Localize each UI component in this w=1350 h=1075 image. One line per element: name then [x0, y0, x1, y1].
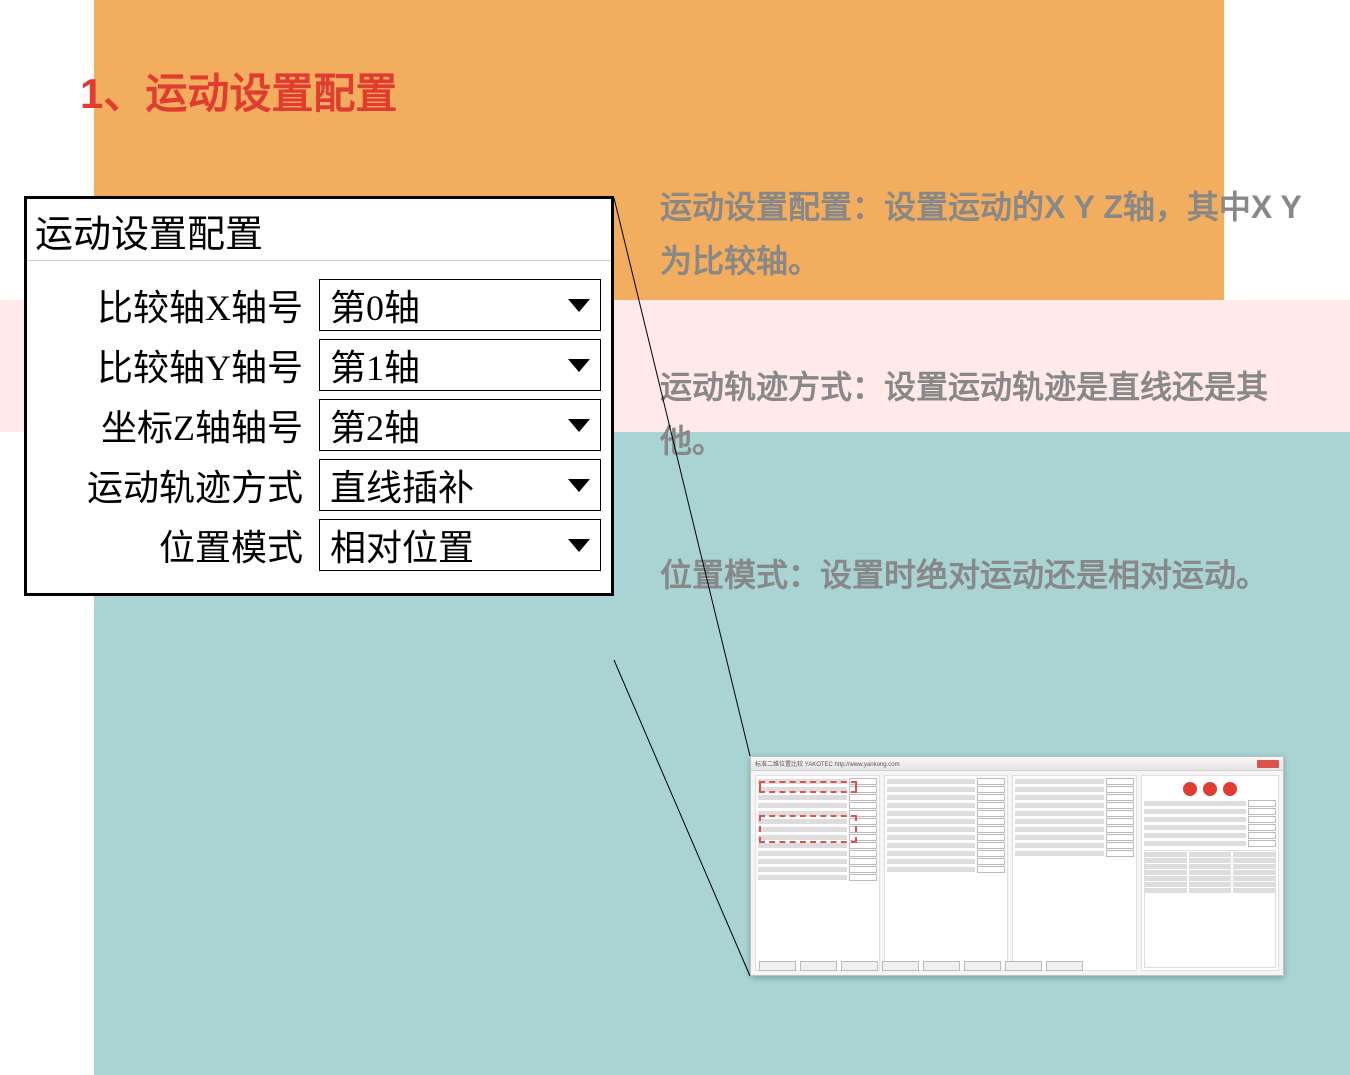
thumb-button — [1046, 961, 1083, 971]
thumb-button — [841, 961, 878, 971]
thumb-title: 标准二维位置比较 YAKOTEC http://www.yankong.com — [755, 759, 900, 768]
desc-config: 运动设置配置：设置运动的X Y Z轴，其中X Y为比较轴。 — [660, 180, 1312, 288]
close-icon — [1257, 760, 1279, 768]
form-rows: 比较轴X轴号 第0轴 比较轴Y轴号 第1轴 坐标Z轴轴号 第2轴 运动轨迹方式 … — [27, 261, 611, 593]
config-panel: 运动设置配置 比较轴X轴号 第0轴 比较轴Y轴号 第1轴 坐标Z轴轴号 第2轴 … — [24, 196, 614, 596]
desc3-text: 设置时绝对运动还是相对运动。 — [820, 557, 1268, 593]
row-x-axis: 比较轴X轴号 第0轴 — [37, 279, 601, 331]
thumb-titlebar: 标准二维位置比较 YAKOTEC http://www.yankong.com — [751, 757, 1283, 771]
thumb-col-3 — [1012, 775, 1137, 971]
status-dot-icon — [1183, 782, 1197, 796]
desc2-bold: 运动轨迹方式： — [660, 369, 884, 405]
dropdown-position-mode[interactable]: 相对位置 — [319, 519, 601, 571]
desc3-bold: 位置模式： — [660, 557, 820, 593]
desc-position: 位置模式：设置时绝对运动还是相对运动。 — [660, 548, 1312, 602]
page-title: 1、运动设置配置 — [80, 60, 397, 121]
dropdown-y-axis[interactable]: 第1轴 — [319, 339, 601, 391]
dropdown-x-axis[interactable]: 第0轴 — [319, 279, 601, 331]
chevron-down-icon — [568, 359, 590, 372]
thumb-button — [964, 961, 1001, 971]
status-dot-icon — [1223, 782, 1237, 796]
desc-track: 运动轨迹方式：设置运动轨迹是直线还是其他。 — [660, 360, 1312, 468]
chevron-down-icon — [568, 539, 590, 552]
dropdown-value: 第1轴 — [330, 339, 420, 391]
thumb-button — [800, 961, 837, 971]
thumb-button — [1005, 961, 1042, 971]
status-dots — [1144, 778, 1276, 796]
label-x-axis: 比较轴X轴号 — [37, 279, 319, 331]
thumbnail-window: 标准二维位置比较 YAKOTEC http://www.yankong.com — [750, 756, 1284, 976]
chevron-down-icon — [568, 419, 590, 432]
dropdown-value: 相对位置 — [330, 519, 474, 571]
desc1-bold: 运动设置配置： — [660, 189, 884, 225]
thumb-col-4 — [1141, 775, 1279, 971]
dropdown-track-mode[interactable]: 直线插补 — [319, 459, 601, 511]
chevron-down-icon — [568, 299, 590, 312]
label-track-mode: 运动轨迹方式 — [37, 459, 319, 511]
label-position-mode: 位置模式 — [37, 519, 319, 571]
row-track-mode: 运动轨迹方式 直线插补 — [37, 459, 601, 511]
dropdown-value: 第0轴 — [330, 279, 420, 331]
dropdown-value: 第2轴 — [330, 399, 420, 451]
thumb-buttons — [759, 961, 1083, 971]
status-dot-icon — [1203, 782, 1217, 796]
dropdown-value: 直线插补 — [330, 459, 474, 511]
thumb-table — [1144, 850, 1276, 968]
thumb-highlight-2 — [759, 815, 857, 843]
label-z-axis: 坐标Z轴轴号 — [37, 399, 319, 451]
thumb-highlight-1 — [759, 781, 857, 793]
dropdown-z-axis[interactable]: 第2轴 — [319, 399, 601, 451]
chevron-down-icon — [568, 479, 590, 492]
row-position-mode: 位置模式 相对位置 — [37, 519, 601, 571]
row-y-axis: 比较轴Y轴号 第1轴 — [37, 339, 601, 391]
label-y-axis: 比较轴Y轴号 — [37, 339, 319, 391]
thumb-col-1 — [755, 775, 880, 971]
thumb-button — [882, 961, 919, 971]
thumb-button — [923, 961, 960, 971]
thumb-col-2 — [884, 775, 1009, 971]
thumb-button — [759, 961, 796, 971]
thumb-body — [751, 771, 1283, 975]
row-z-axis: 坐标Z轴轴号 第2轴 — [37, 399, 601, 451]
panel-title: 运动设置配置 — [27, 199, 611, 261]
